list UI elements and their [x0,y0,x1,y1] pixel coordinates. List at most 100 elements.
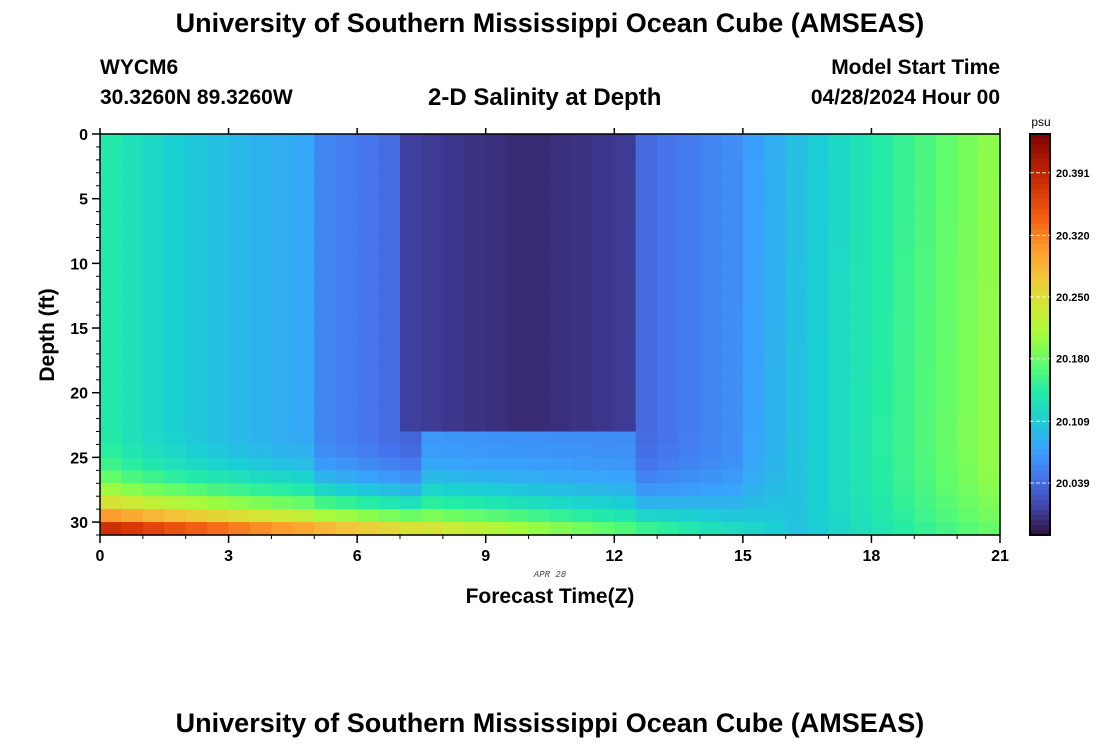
heatmap-cell [828,289,851,303]
plot-frame [99,133,1001,536]
heatmap-cell [442,379,465,394]
heatmap-cell [614,211,637,226]
heatmap-cell [378,276,401,290]
heatmap-cell [421,431,444,446]
heatmap-cell [378,146,401,161]
heatmap-cell [742,289,765,303]
heatmap-cell [592,353,615,368]
heatmap-cell [378,522,401,536]
heatmap-cell [700,431,723,446]
heatmap-cell [528,302,551,316]
colorbar-segment [1030,474,1050,481]
heatmap-cell [935,522,958,536]
heatmap-cell [678,522,701,536]
heatmap-cell [400,483,423,497]
heatmap-cell [228,431,251,446]
heatmap-cell [721,392,744,407]
heatmap-cell [614,444,637,458]
heatmap-cell [785,340,808,355]
heatmap-cell [978,185,1001,200]
colorbar-segment [1030,214,1050,220]
heatmap-cell [550,366,573,381]
heatmap-cell [421,457,444,471]
colorbar-segment [1030,379,1050,386]
colorbar-segment [1030,354,1050,361]
heatmap-cell [807,211,830,226]
heatmap-cell [250,457,273,471]
heatmap-cell [592,444,615,458]
heatmap-cell [721,328,744,342]
heatmap-cell [592,315,615,329]
heatmap-cell [614,159,637,174]
heatmap-cell [957,146,980,161]
heatmap-cell [442,509,465,523]
heatmap-cell [764,431,787,446]
heatmap-cell [935,315,958,329]
heatmap-cell [485,211,508,226]
heatmap-cell [464,366,487,381]
heatmap-cell [892,146,915,161]
heatmap-cell [614,340,637,355]
heatmap-cell [592,366,615,381]
heatmap-cell [335,496,358,510]
heatmap-cell [807,366,830,381]
heatmap-cell [764,340,787,355]
colorbar-segment [1030,459,1050,466]
heatmap-cell [100,379,123,394]
heatmap-cell [807,340,830,355]
heatmap-cell [700,250,723,264]
heatmap-cell [721,366,744,381]
heatmap-cell [764,315,787,329]
heatmap-cell [528,522,551,536]
heatmap-cell [507,431,530,446]
heatmap-cell [121,431,144,446]
colorbar-segment [1030,144,1050,150]
heatmap-cell [892,340,915,355]
heatmap-cell [207,172,230,187]
heatmap-cell [314,470,337,484]
heatmap-cell [871,366,894,381]
heatmap-cell [528,392,551,407]
heatmap-cell [292,198,315,213]
heatmap-cell [121,185,144,200]
heatmap-cell [357,250,380,264]
station-coordinates: 30.3260N 89.3260W [100,86,293,109]
heatmap-cell [892,328,915,342]
heatmap-cell [335,431,358,446]
heatmap-cell [185,250,208,264]
heatmap-cell [871,159,894,174]
heatmap-cell [528,509,551,523]
heatmap-cell [828,224,851,239]
heatmap-cell [142,185,165,200]
heatmap-cell [185,496,208,510]
station-id: WYCM6 [100,56,179,79]
heatmap-cell [228,522,251,536]
heatmap-cell [892,366,915,381]
heatmap-cell [250,237,273,252]
heatmap-cell [164,392,187,407]
heatmap-cell [271,366,294,381]
heatmap-cell [550,237,573,252]
heatmap-cell [121,276,144,290]
heatmap-cell [314,457,337,471]
x-tick-label: 12 [605,548,623,565]
heatmap-cell [142,237,165,252]
heatmap-cell [314,418,337,433]
heatmap-cell [785,224,808,239]
heatmap-cell [528,328,551,342]
chart-subtitle: 2-D Salinity at Depth [428,84,662,111]
heatmap-cell [635,470,658,484]
colorbar-segment [1030,159,1050,165]
heatmap-cell [700,522,723,536]
heatmap-cell [442,522,465,536]
heatmap-cell [828,340,851,355]
heatmap-cell [442,328,465,342]
heatmap-cell [421,483,444,497]
heatmap-cell [785,483,808,497]
heatmap-cell [614,353,637,368]
heatmap-cell [250,366,273,381]
heatmap-cell [314,353,337,368]
heatmap-cell [657,328,680,342]
heatmap-cell [335,418,358,433]
heatmap-cell [935,496,958,510]
